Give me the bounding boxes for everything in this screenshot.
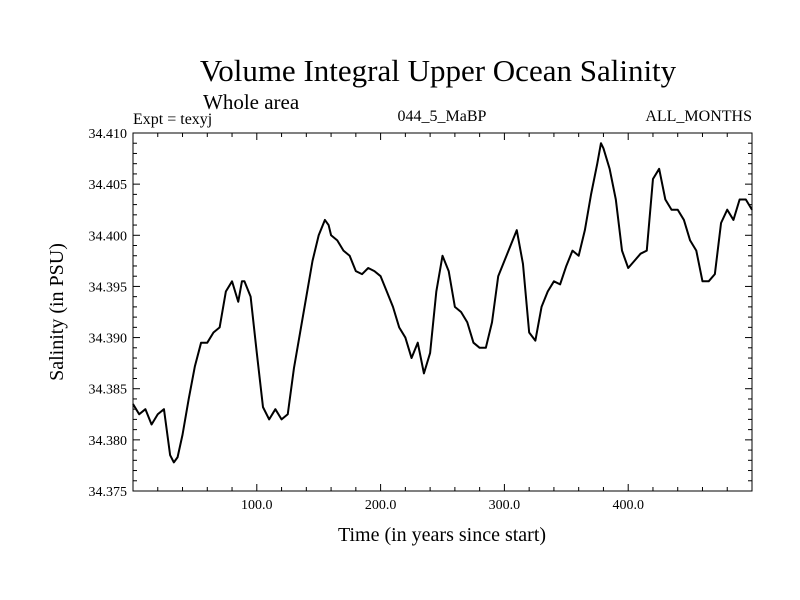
y-tick-label: 34.380 xyxy=(89,434,128,449)
plot-frame xyxy=(132,132,753,492)
y-tick-label: 34.395 xyxy=(89,280,128,295)
salinity-series-line xyxy=(132,142,753,464)
y-tick-label: 34.385 xyxy=(89,383,128,398)
chart-subtitle: Whole area xyxy=(203,90,300,114)
y-axis-label: Salinity (in PSU) xyxy=(46,243,68,381)
x-axis: 100.0 200.0 300.0 400.0 xyxy=(157,133,728,513)
x-tick-label: 200.0 xyxy=(365,498,397,513)
x-tick-label: 300.0 xyxy=(489,498,521,513)
y-tick-label: 34.405 xyxy=(89,178,128,193)
y-tick-label: 34.400 xyxy=(89,229,128,244)
y-tick-label: 34.390 xyxy=(89,332,128,347)
chart-title: Volume Integral Upper Ocean Salinity xyxy=(200,53,677,88)
experiment-label: Expt = texyj xyxy=(133,111,212,128)
run-id-label: 044_5_MaBP xyxy=(398,108,487,125)
months-label: ALL_MONTHS xyxy=(645,108,752,125)
y-tick-label: 34.410 xyxy=(89,127,128,142)
x-axis-label: Time (in years since start) xyxy=(338,524,546,546)
x-tick-label: 400.0 xyxy=(612,498,644,513)
y-tick-label: 34.375 xyxy=(89,485,128,500)
x-tick-label: 100.0 xyxy=(241,498,273,513)
y-axis: 34.375 34.380 34.385 34.390 34.395 34.400 34.4… xyxy=(89,127,752,500)
